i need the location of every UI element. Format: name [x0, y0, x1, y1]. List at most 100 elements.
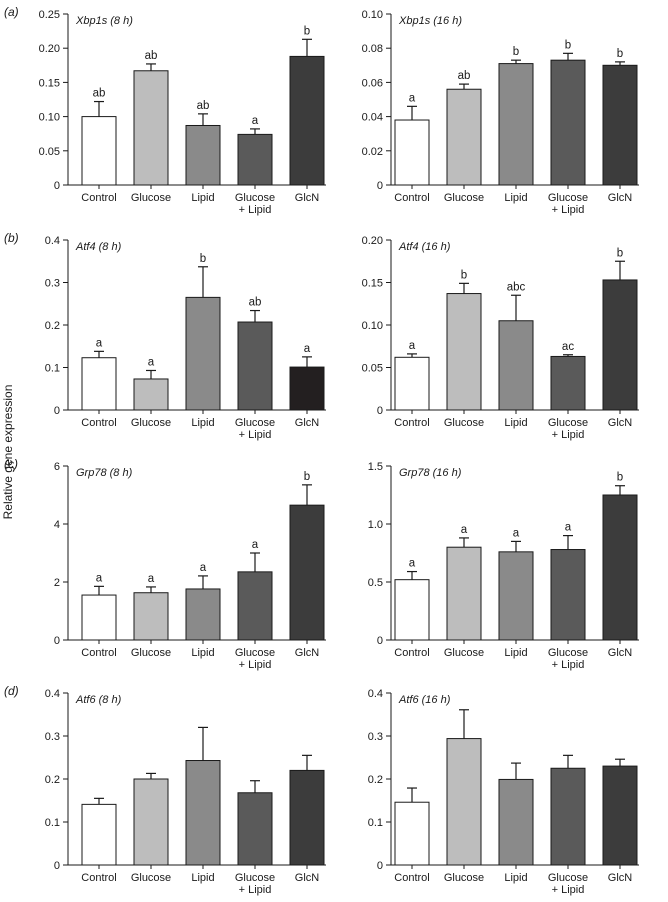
gene-name: Atf4 [75, 241, 96, 253]
significance-label: a [252, 539, 259, 551]
y-tick-label: 0.10 [362, 320, 383, 332]
y-tick-label: 0.05 [39, 146, 60, 158]
y-axis-label: Relative gene expression [1, 385, 15, 520]
y-tick-label: 0.02 [362, 146, 383, 158]
panel-label: (a) [4, 5, 19, 19]
significance-label: a [148, 356, 155, 368]
y-tick-label: 0.3 [368, 731, 383, 743]
x-tick-label: GlcN [295, 647, 320, 659]
x-tick-label: GlcN [608, 192, 633, 204]
y-tick-label: 0.2 [368, 774, 383, 786]
y-tick-label: 0.4 [368, 688, 383, 700]
x-tick-label: GlcN [295, 872, 320, 884]
bar-glcn [289, 504, 325, 641]
bar-glucose [446, 88, 482, 186]
y-tick-label: 1.5 [368, 461, 383, 473]
bar-glucose-lipid [237, 133, 273, 186]
chart-xbp1s-8h: (a)Xbp1s (8 h)00.050.100.150.200.25abCon… [4, 5, 326, 216]
y-tick-label: 0.4 [45, 688, 60, 700]
bar-glcn [289, 366, 325, 411]
y-tick-label: 0 [377, 180, 383, 192]
bar-glucose [446, 546, 482, 641]
bar-control [81, 803, 117, 866]
x-tick-label: Glucose + Lipid [548, 872, 588, 896]
bar-glucose-lipid [237, 571, 273, 641]
panel-label: (b) [4, 231, 19, 245]
y-tick-label: 0 [54, 860, 60, 872]
chart-title: Atf6 (16 h) [398, 694, 451, 706]
panel-label: (c) [4, 457, 18, 471]
y-tick-label: 0.1 [45, 817, 60, 829]
x-tick-label: Lipid [504, 192, 527, 204]
label-line: Glucose [548, 417, 588, 429]
y-tick-label: 0.1 [45, 363, 60, 375]
significance-label: ac [562, 341, 574, 353]
x-tick-label: GlcN [608, 872, 633, 884]
x-tick-label: Glucose [131, 192, 171, 204]
gene-name: Xbp1s [75, 15, 108, 27]
significance-label: abc [507, 281, 526, 293]
chart-grid: (a)Xbp1s (8 h)00.050.100.150.200.25abCon… [4, 5, 639, 896]
label-line: + Lipid [239, 659, 272, 671]
bar-glucose [446, 738, 482, 866]
y-tick-label: 0.25 [39, 9, 60, 21]
significance-label: b [461, 269, 467, 281]
x-tick-label: Glucose + Lipid [235, 192, 275, 216]
significance-label: b [200, 253, 206, 265]
x-tick-label: Lipid [504, 872, 527, 884]
bar-lipid [498, 63, 534, 186]
x-tick-label: Glucose [131, 872, 171, 884]
significance-label: a [409, 92, 416, 104]
y-tick-label: 0.15 [39, 77, 60, 89]
y-tick-label: 0.06 [362, 77, 383, 89]
x-tick-label: Glucose + Lipid [548, 417, 588, 441]
y-tick-label: 0.04 [362, 112, 383, 124]
y-tick-label: 0.3 [45, 731, 60, 743]
chart-title: Xbp1s (16 h) [398, 15, 462, 27]
x-tick-label: Lipid [191, 192, 214, 204]
bar-control [81, 357, 117, 411]
y-tick-label: 0.08 [362, 43, 383, 55]
bar-lipid [498, 778, 534, 866]
label-line: Glucose [548, 192, 588, 204]
label-line: Glucose [235, 872, 275, 884]
significance-label: a [304, 343, 311, 355]
significance-label: ab [197, 100, 210, 112]
x-tick-label: Glucose [131, 647, 171, 659]
bar-lipid [498, 320, 534, 411]
bar-lipid [185, 760, 221, 866]
y-tick-label: 0.2 [45, 774, 60, 786]
bar-glcn [602, 765, 638, 866]
time-label: (8 h) [96, 241, 122, 253]
label-line: + Lipid [552, 429, 585, 441]
y-tick-label: 0.1 [368, 817, 383, 829]
label-line: + Lipid [552, 884, 585, 896]
chart-title: Grp78 (8 h) [76, 467, 133, 479]
gene-name: Atf6 [75, 694, 96, 706]
chart-title: Atf4 (8 h) [75, 241, 122, 253]
y-tick-label: 4 [54, 519, 60, 531]
x-tick-label: Control [394, 417, 429, 429]
significance-label: a [513, 527, 520, 539]
y-tick-label: 0.2 [45, 320, 60, 332]
significance-label: b [513, 46, 519, 58]
x-tick-label: GlcN [608, 417, 633, 429]
label-line: + Lipid [239, 429, 272, 441]
x-tick-label: Glucose [444, 417, 484, 429]
y-tick-label: 0 [54, 635, 60, 647]
label-line: + Lipid [239, 204, 272, 216]
y-tick-label: 0.15 [362, 278, 383, 290]
chart-atf6-8h: (d) Atf6 (8 h) 0 0.1 0.2 0.3 0.4 Control Glucose… [4, 684, 326, 896]
bar-control [81, 116, 117, 186]
significance-label: a [200, 562, 207, 574]
significance-label: a [461, 524, 468, 536]
chart-atf4-8h: (b) Atf4 (8 h) 0 0.1 0.2 0.3 0.4 a Control a Gluco… [4, 231, 326, 441]
y-tick-label: 0.20 [39, 43, 60, 55]
y-tick-label: 0 [377, 405, 383, 417]
bar-control [394, 579, 430, 641]
bar-lipid [185, 588, 221, 641]
label-line: + Lipid [552, 659, 585, 671]
significance-label: a [96, 337, 103, 349]
chart-xbp1s-16h: Xbp1s (16 h) 0 0.02 0.04 0.06 0.08 0.10 a Contro… [362, 9, 639, 216]
